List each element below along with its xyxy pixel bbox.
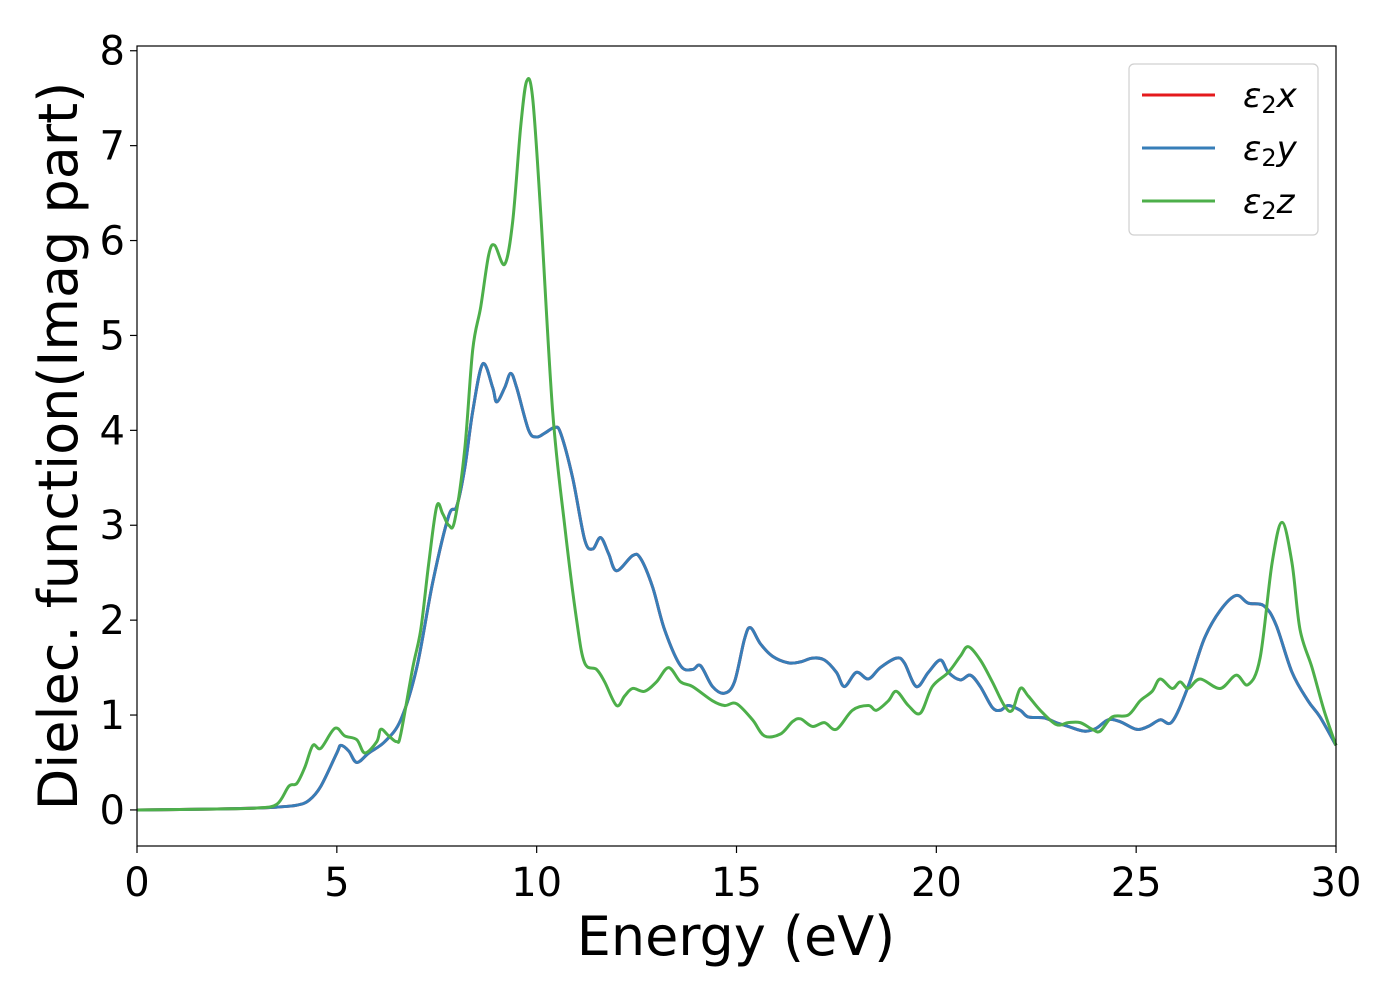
x-tick-label: 15	[711, 860, 762, 906]
x-tick-label: 30	[1311, 860, 1362, 906]
series-line-z	[136, 77, 1338, 812]
x-tick-label: 0	[124, 860, 149, 906]
y-axis-label: Dielec. function(Imag part)	[27, 82, 90, 811]
legend-label-z: ε2z	[1243, 182, 1296, 225]
x-axis-label: Energy (eV)	[577, 905, 896, 968]
y-tick-label: 7	[100, 124, 125, 170]
y-ticks: 0 1 2 3 4 5 6 7 8	[100, 29, 137, 834]
y-tick-label: 6	[100, 219, 125, 265]
y-tick-label: 3	[100, 503, 125, 549]
x-tick-label: 25	[1111, 860, 1162, 906]
y-tick-label: 8	[100, 29, 125, 75]
y-tick-label: 5	[100, 313, 125, 359]
x-tick-label: 10	[511, 860, 562, 906]
legend-box	[1128, 63, 1319, 236]
legend-label-y: ε2y	[1243, 129, 1298, 172]
x-ticks: 0 5 10 15 20 25 30	[124, 846, 1361, 906]
y-tick-label: 2	[100, 598, 125, 644]
series-lines	[136, 77, 1338, 812]
x-tick-label: 20	[911, 860, 962, 906]
x-tick-label: 5	[324, 860, 349, 906]
y-tick-label: 4	[100, 408, 125, 454]
y-tick-label: 0	[100, 788, 125, 834]
legend: ε2x ε2y ε2z	[1128, 63, 1319, 236]
legend-label-x: ε2x	[1243, 76, 1298, 119]
y-tick-label: 1	[100, 693, 125, 739]
